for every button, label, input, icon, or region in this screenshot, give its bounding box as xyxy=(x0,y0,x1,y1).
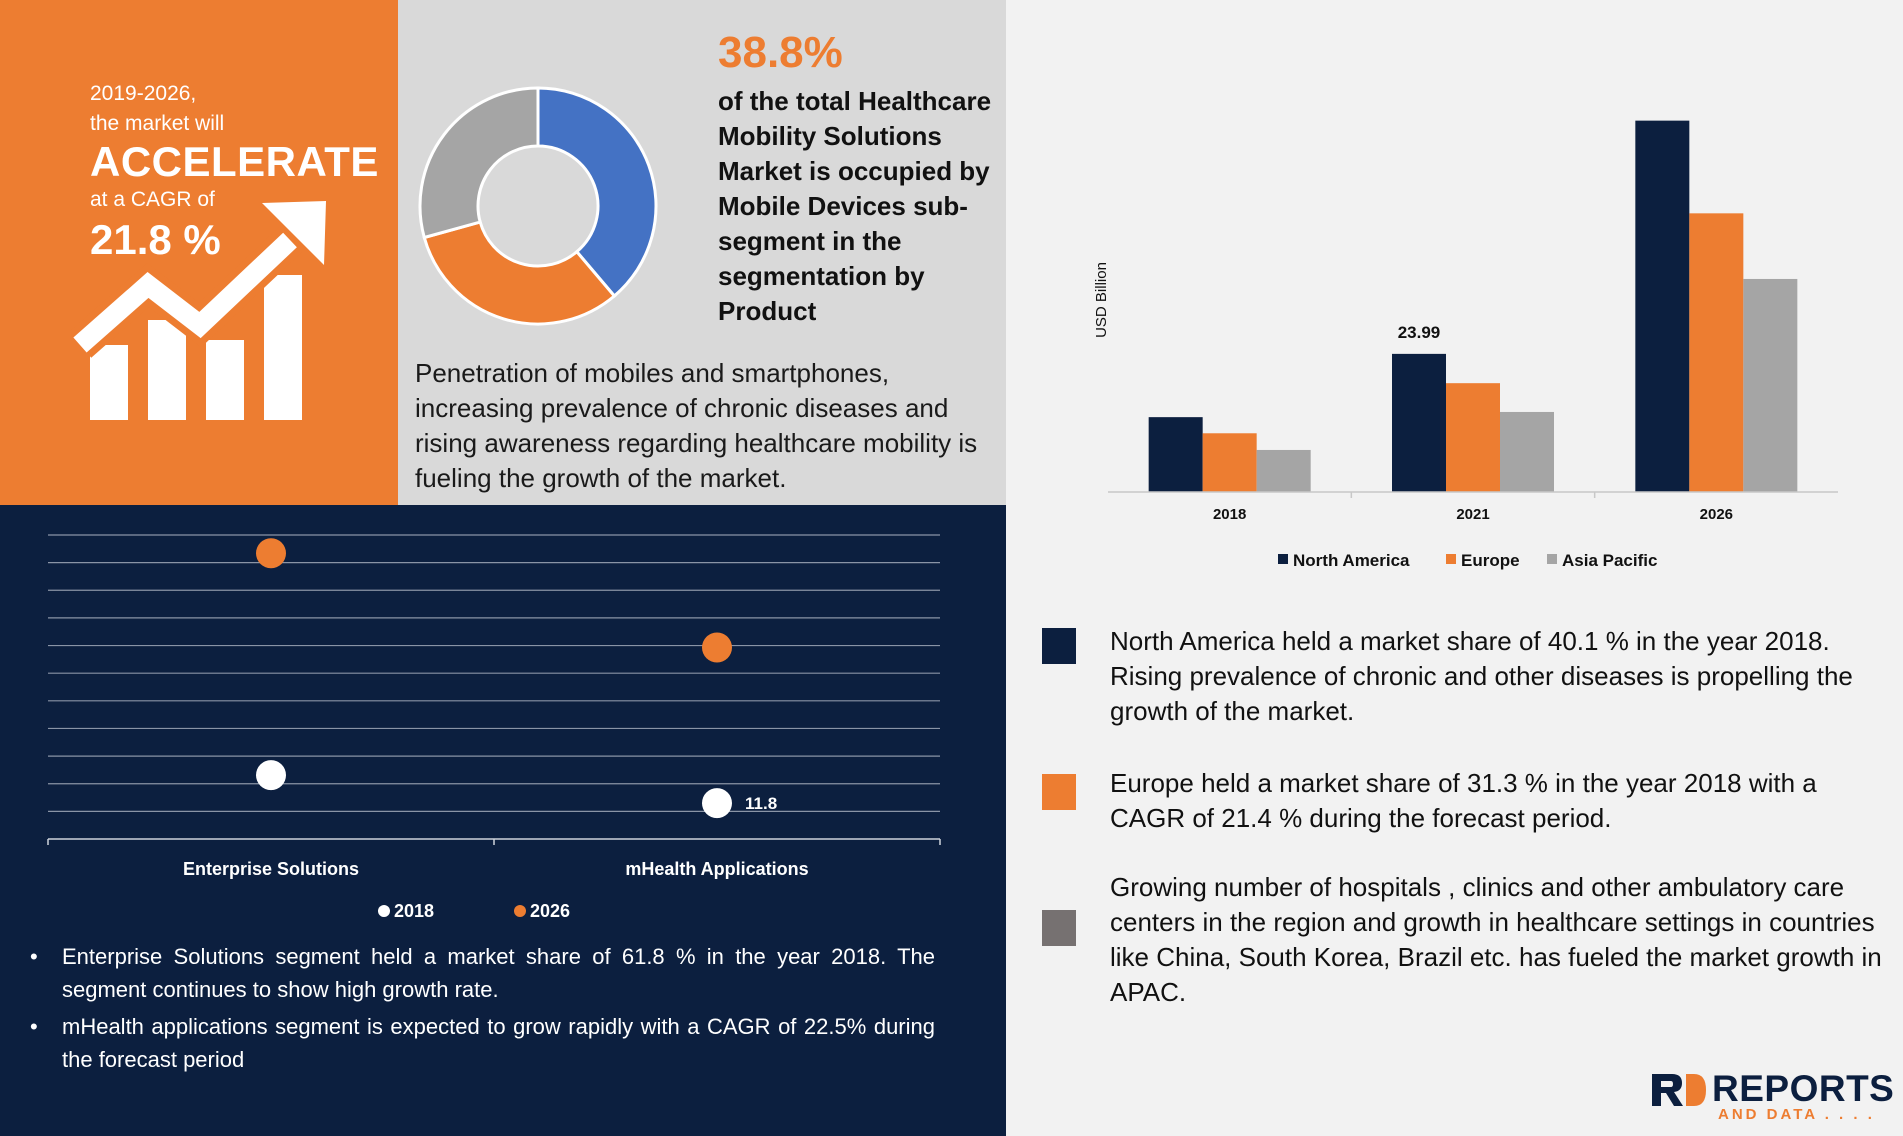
donut-slice xyxy=(418,86,540,240)
legend-label: 2026 xyxy=(530,901,570,921)
north-america-swatch xyxy=(1042,628,1076,664)
dot-2018 xyxy=(702,788,732,819)
legend-swatch xyxy=(1278,554,1288,564)
dot-2018 xyxy=(256,760,286,791)
legend-label: Asia Pacific xyxy=(1562,551,1657,570)
legend-swatch xyxy=(1547,554,1557,564)
bar-europe xyxy=(1689,213,1744,493)
bar-north-america xyxy=(1148,417,1203,492)
list-item: Enterprise Solutions segment held a mark… xyxy=(30,940,935,1006)
cagr-period: 2019-2026, xyxy=(90,82,197,105)
legend-swatch xyxy=(1446,554,1456,564)
dot-2026 xyxy=(256,538,286,569)
x-tick-label: 2018 xyxy=(1213,506,1246,523)
x-tick-label: Enterprise Solutions xyxy=(183,859,359,879)
growth-chart-arrow-icon xyxy=(70,201,326,420)
y-axis-label: USD Billion xyxy=(1093,262,1110,338)
donut-slice xyxy=(422,220,617,326)
application-insights-list: Enterprise Solutions segment held a mark… xyxy=(30,940,935,1080)
legend-swatch xyxy=(378,905,390,917)
reports-and-data-logo: REPORTS AND DATA . . . . xyxy=(1650,1068,1894,1123)
apac-swatch xyxy=(1042,910,1076,946)
legend-label: Europe xyxy=(1461,551,1520,570)
europe-note-text: Europe held a market share of 31.3 % in … xyxy=(1110,768,1817,833)
data-label: 23.99 xyxy=(1398,323,1441,342)
bar-asia-pacific xyxy=(1500,411,1554,492)
bar-europe xyxy=(1202,433,1257,492)
bar-europe xyxy=(1446,383,1500,492)
cagr-panel xyxy=(0,0,398,505)
donut-slice xyxy=(536,86,658,299)
logo-subtitle: AND DATA . . . . xyxy=(1718,1106,1875,1123)
logo-wordmark: REPORTS xyxy=(1712,1068,1895,1109)
bar-north-america xyxy=(1392,353,1446,492)
x-tick-label: 2026 xyxy=(1700,506,1733,523)
north-america-note-text: North America held a market share of 40.… xyxy=(1110,626,1853,726)
data-label: 11.8 xyxy=(745,794,777,813)
bar-north-america xyxy=(1635,120,1690,493)
europe-swatch xyxy=(1042,774,1076,810)
x-tick-label: mHealth Applications xyxy=(625,859,808,879)
apac-note-text: Growing number of hospitals , clinics an… xyxy=(1110,872,1882,1007)
bar-asia-pacific xyxy=(1256,449,1311,492)
cagr-intro: the market will xyxy=(90,112,225,135)
mobile-devices-share-description: of the total Healthcare Mobility Solutio… xyxy=(718,86,992,326)
legend-label: 2018 xyxy=(394,901,434,921)
cagr-value: 21.8 % xyxy=(90,216,221,263)
regional-bar-chart: USD Billion 23.99 2018 2021 2026 North Ame… xyxy=(1093,120,1838,570)
cagr-headline: ACCELERATE xyxy=(90,138,379,185)
market-driver-text: Penetration of mobiles and smartphones, … xyxy=(415,358,978,493)
mobile-devices-share-value: 38.8% xyxy=(718,28,843,77)
product-share-donut-chart xyxy=(418,86,658,326)
reports-and-data-logo-mark-icon xyxy=(1652,1074,1706,1106)
list-item: mHealth applications segment is expected… xyxy=(30,1010,935,1076)
dot-2026 xyxy=(702,632,732,663)
regional-panel xyxy=(1006,0,1903,1136)
cagr-label: at a CAGR of xyxy=(90,188,215,211)
application-dot-plot: Enterprise Solutions mHealth Applications… xyxy=(47,534,941,921)
legend-label: North America xyxy=(1293,551,1410,570)
x-tick-label: 2021 xyxy=(1456,506,1489,523)
legend-swatch xyxy=(514,905,526,917)
bar-asia-pacific xyxy=(1743,278,1798,492)
